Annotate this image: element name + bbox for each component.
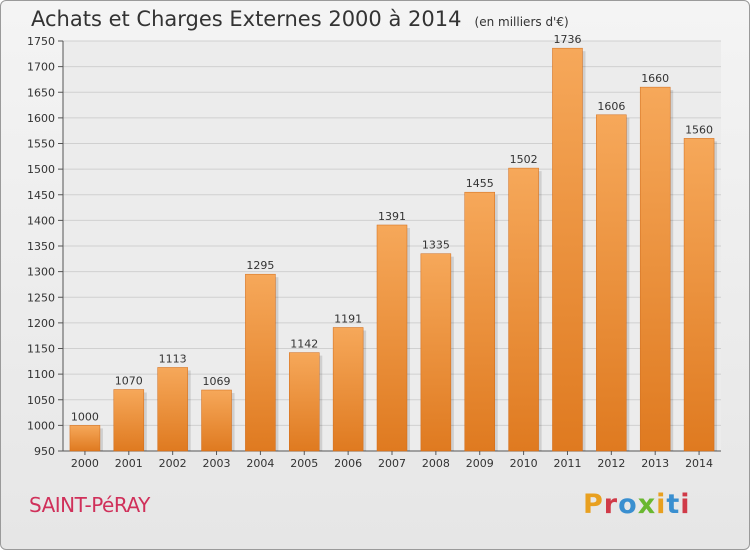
y-tick-label: 950 [34, 445, 55, 458]
y-tick-label: 1700 [27, 61, 55, 74]
x-tick-label: 2005 [290, 457, 318, 470]
y-tick-label: 1300 [27, 266, 55, 279]
y-tick-label: 1400 [27, 214, 55, 227]
y-tick-label: 1150 [27, 343, 55, 356]
logo-letter: i [656, 489, 667, 520]
bar [332, 327, 364, 452]
x-tick-label: 2006 [334, 457, 362, 470]
x-tick-label: 2012 [597, 457, 625, 470]
data-label: 1113 [159, 352, 187, 365]
data-label: 1391 [378, 210, 406, 223]
data-label: 1142 [290, 338, 318, 351]
proxiti-logo: Proxiti [583, 489, 691, 520]
y-tick-label: 1350 [27, 240, 55, 253]
y-tick-label: 1250 [27, 291, 55, 304]
bar [289, 352, 320, 452]
x-tick-label: 2001 [115, 457, 143, 470]
data-label: 1000 [71, 410, 99, 423]
x-tick-label: 2002 [159, 457, 187, 470]
chart-subtitle: (en milliers d'€) [474, 15, 569, 29]
x-tick-label: 2004 [246, 457, 274, 470]
y-tick-label: 1100 [27, 368, 55, 381]
data-label: 1455 [466, 177, 494, 190]
bar [683, 138, 715, 452]
bar [508, 167, 539, 452]
bar [201, 389, 232, 452]
city-name: SAINT-PéRAY [29, 493, 150, 517]
logo-letter: r [603, 489, 619, 520]
chart-title: Achats et Charges Externes 2000 à 2014 [31, 7, 462, 31]
data-label: 1295 [246, 259, 274, 272]
bar [639, 86, 671, 452]
y-tick-label: 1650 [27, 86, 55, 99]
data-label: 1502 [510, 153, 538, 166]
x-tick-label: 2014 [685, 457, 713, 470]
data-label: 1335 [422, 239, 450, 252]
y-tick-label: 1750 [27, 35, 55, 48]
x-tick-label: 2007 [378, 457, 406, 470]
bar [157, 367, 188, 452]
x-tick-label: 2011 [553, 457, 581, 470]
bar [69, 425, 101, 452]
data-label: 1736 [553, 33, 581, 46]
logo-letter: t [666, 489, 681, 520]
logo-letter: i [680, 489, 691, 520]
x-tick-label: 2003 [203, 457, 231, 470]
logo-letter: P [583, 489, 604, 520]
x-tick-label: 2000 [71, 457, 99, 470]
logo-letter: x [637, 489, 657, 520]
bar [245, 273, 276, 452]
y-tick-label: 1050 [27, 394, 55, 407]
bar [596, 114, 627, 452]
title-row: Achats et Charges Externes 2000 à 2014 (… [31, 7, 569, 31]
y-tick-label: 1200 [27, 317, 55, 330]
bar [464, 191, 495, 452]
x-tick-label: 2013 [641, 457, 669, 470]
bar [420, 253, 452, 452]
data-label: 1069 [203, 375, 231, 388]
data-label: 1660 [641, 72, 669, 85]
y-tick-label: 1600 [27, 112, 55, 125]
x-tick-label: 2010 [510, 457, 538, 470]
data-label: 1191 [334, 312, 362, 325]
y-tick-label: 1500 [27, 163, 55, 176]
data-label: 1560 [685, 123, 713, 136]
y-tick-label: 1000 [27, 419, 55, 432]
bar [113, 389, 145, 452]
y-tick-label: 1550 [27, 138, 55, 151]
logo-letter: o [618, 489, 638, 520]
data-label: 1070 [115, 375, 143, 388]
bar [376, 224, 408, 452]
x-tick-label: 2009 [466, 457, 494, 470]
data-label: 1606 [597, 100, 625, 113]
y-tick-label: 1450 [27, 189, 55, 202]
x-tick-label: 2008 [422, 457, 450, 470]
bar [552, 47, 583, 452]
